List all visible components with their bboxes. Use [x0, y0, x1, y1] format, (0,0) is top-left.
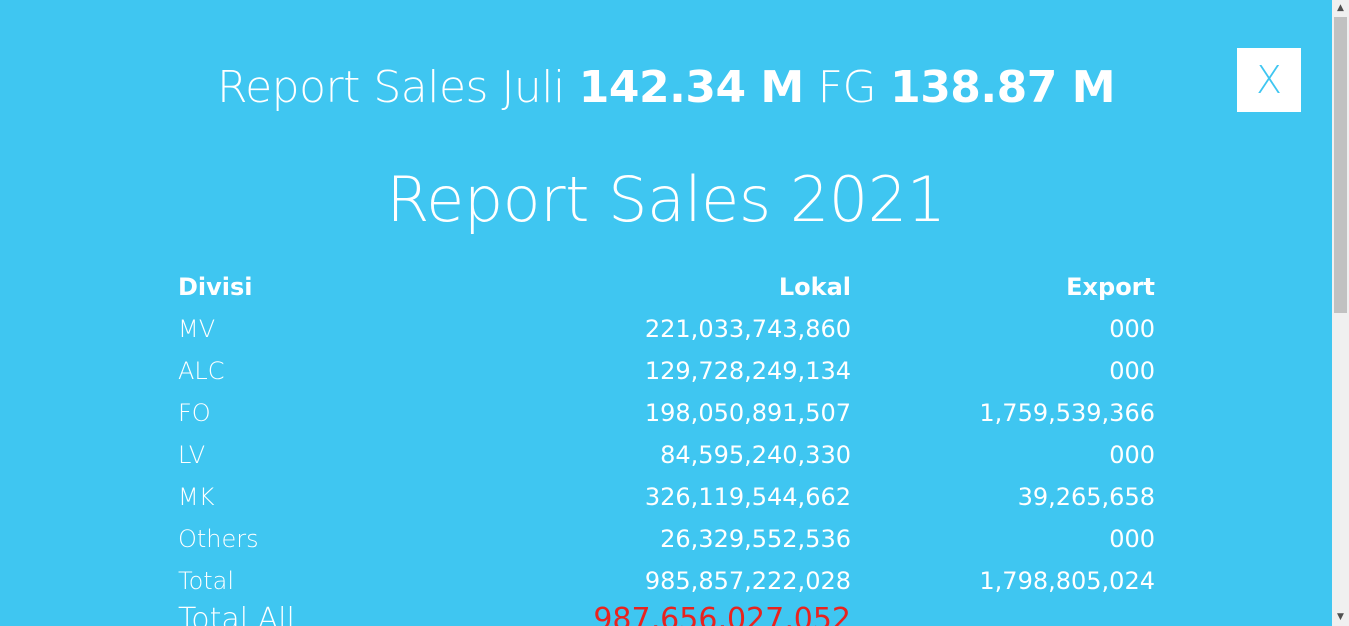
divisi-cell: MV: [178, 315, 216, 343]
divisi-cell: MK: [178, 483, 215, 511]
scroll-down-arrow-icon[interactable]: ▼: [1337, 612, 1344, 622]
export-cell: 1,759,539,366: [979, 399, 1155, 427]
scroll-up-arrow-icon[interactable]: ▲: [1337, 3, 1344, 13]
vertical-scrollbar[interactable]: ▲ ▼: [1332, 0, 1349, 626]
export-cell: 000: [1109, 357, 1155, 385]
scrollbar-thumb[interactable]: [1334, 17, 1347, 313]
table-row: ALC 129,728,249,134 000: [178, 350, 1155, 392]
lokal-cell: 84,595,240,330: [660, 441, 851, 469]
total-export-cell: 1,798,805,024: [979, 567, 1155, 595]
sales-value: 142.34 M: [578, 62, 804, 113]
lokal-cell: 198,050,891,507: [644, 399, 851, 427]
export-cell: 000: [1109, 315, 1155, 343]
sales-table: Divisi Lokal Export MV 221,033,743,860 0…: [178, 266, 1155, 602]
lokal-cell: 129,728,249,134: [644, 357, 851, 385]
export-cell: 39,265,658: [1017, 483, 1155, 511]
total-all-value: 987,656,027,052: [593, 602, 851, 626]
header-export: Export: [1066, 273, 1155, 301]
table-row: Others 26,329,552,536 000: [178, 518, 1155, 560]
fg-value: 138.87 M: [890, 62, 1115, 113]
export-cell: 000: [1109, 525, 1155, 553]
lokal-cell: 326,119,544,662: [644, 483, 851, 511]
total-all-label: Total All: [178, 602, 295, 626]
table-total-row: Total 985,857,222,028 1,798,805,024: [178, 560, 1155, 602]
table-row: FO 198,050,891,507 1,759,539,366: [178, 392, 1155, 434]
divisi-cell: LV: [178, 441, 206, 469]
table-header-row: Divisi Lokal Export: [178, 266, 1155, 308]
table-row: LV 84,595,240,330 000: [178, 434, 1155, 476]
header-lokal: Lokal: [778, 273, 851, 301]
close-button[interactable]: X: [1237, 48, 1301, 112]
headline-prefix: Report Sales Juli: [217, 62, 565, 113]
fg-label: FG: [817, 62, 877, 113]
lokal-cell: 26,329,552,536: [660, 525, 851, 553]
page-title: Report Sales 2021: [386, 163, 946, 236]
divisi-cell: Others: [178, 525, 259, 553]
table-row: MK 326,119,544,662 39,265,658: [178, 476, 1155, 518]
export-cell: 000: [1109, 441, 1155, 469]
table-row: MV 221,033,743,860 000: [178, 308, 1155, 350]
total-all-row: Total All 987,656,027,052: [178, 600, 851, 626]
lokal-cell: 221,033,743,860: [644, 315, 851, 343]
total-lokal-cell: 985,857,222,028: [644, 567, 851, 595]
total-label-cell: Total: [178, 567, 235, 595]
monthly-sales-headline: Report Sales Juli 142.34 M FG 138.87 M: [0, 58, 1332, 118]
divisi-cell: FO: [178, 399, 211, 427]
divisi-cell: ALC: [178, 357, 225, 385]
header-divisi: Divisi: [178, 273, 253, 301]
